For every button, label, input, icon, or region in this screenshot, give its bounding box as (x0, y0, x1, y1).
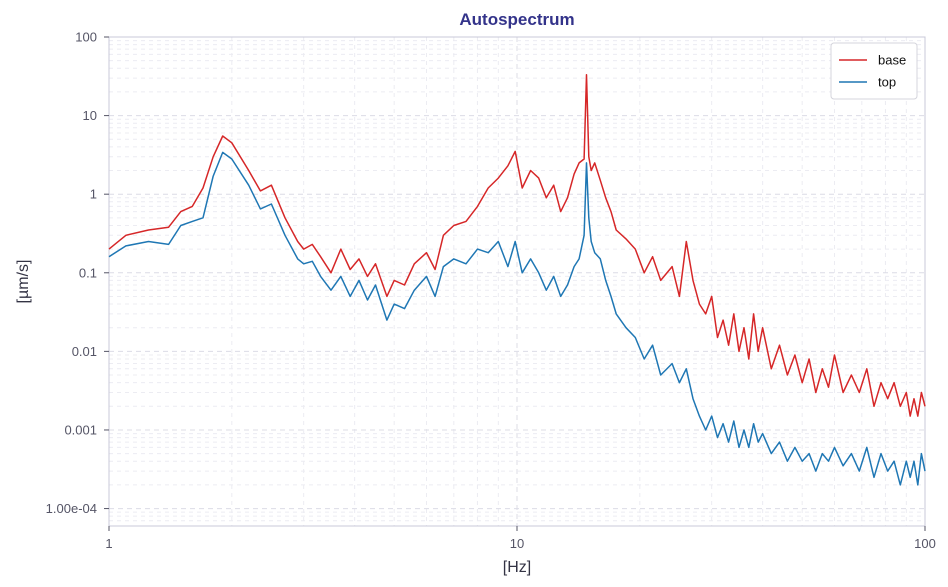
y-tick-label: 100 (75, 30, 97, 45)
legend-label-top: top (878, 75, 896, 90)
x-tick-label: 1 (105, 536, 112, 551)
y-tick-label: 0.01 (72, 344, 97, 359)
grid (108, 36, 925, 527)
axes: 1 10 100 100 10 1 0.1 0.01 0.001 1.00e-04 (46, 30, 936, 552)
y-tick-label: 0.001 (64, 422, 97, 437)
x-axis-label: [Hz] (503, 559, 531, 576)
x-tick-label: 10 (510, 536, 524, 551)
y-axis-label: [µm/s] (15, 260, 32, 304)
y-tick-label: 10 (83, 108, 97, 123)
legend-label-base: base (878, 53, 906, 68)
y-tick-label: 0.1 (79, 265, 97, 280)
legend: base top (830, 42, 918, 100)
series-line-top (108, 151, 926, 486)
y-tick-label: 1.00e-04 (46, 501, 97, 516)
x-tick-label: 100 (914, 536, 936, 551)
series-layer (108, 74, 926, 486)
legend-box (830, 42, 918, 100)
y-tick-label: 1 (90, 187, 97, 202)
chart-title: Autospectrum (459, 10, 574, 29)
series-line-base (108, 74, 926, 417)
